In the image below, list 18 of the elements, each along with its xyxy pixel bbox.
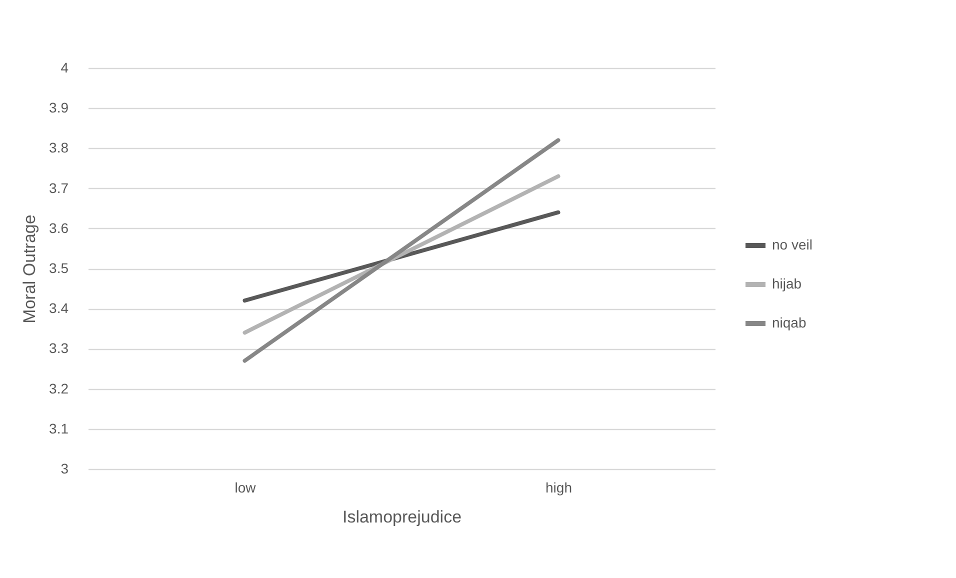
y-axis-title: Moral Outrage bbox=[20, 214, 40, 324]
y-tick-label: 3.7 bbox=[49, 180, 69, 196]
legend-label: niqab bbox=[772, 314, 806, 330]
legend-label: hijab bbox=[772, 276, 802, 292]
legend-label: no veil bbox=[772, 236, 812, 252]
y-tick-label: 3.6 bbox=[49, 220, 69, 236]
x-tick-label: low bbox=[234, 480, 257, 496]
y-tick-label: 3.9 bbox=[49, 100, 69, 116]
x-axis-title: Islamoprejudice bbox=[342, 508, 462, 526]
y-tick-label: 3.3 bbox=[49, 340, 69, 356]
y-tick-label: 3.2 bbox=[49, 380, 69, 396]
y-tick-label: 3.4 bbox=[49, 300, 69, 316]
y-tick-label: 3.8 bbox=[49, 140, 69, 156]
y-tick-label: 3.1 bbox=[49, 420, 69, 436]
x-tick-label: high bbox=[546, 480, 572, 496]
y-tick-label: 3.5 bbox=[49, 260, 69, 276]
y-tick-label: 4 bbox=[60, 60, 69, 76]
y-tick-label: 3 bbox=[60, 460, 69, 476]
